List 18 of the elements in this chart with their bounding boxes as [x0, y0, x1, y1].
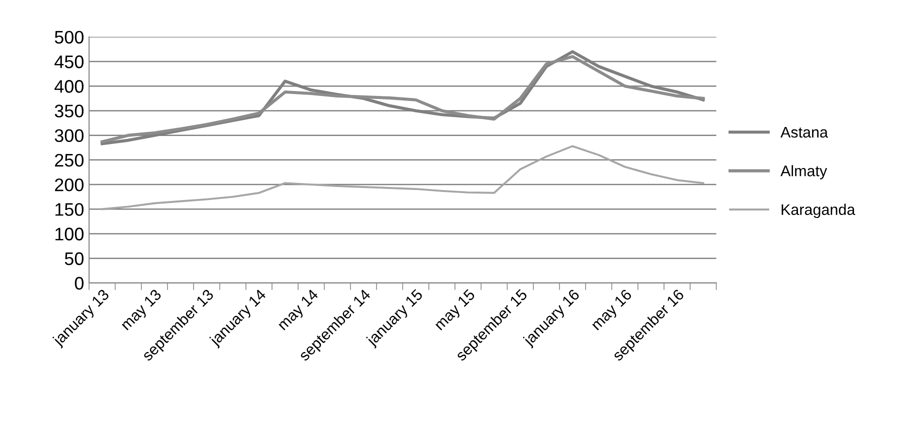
x-tick-label: may 13 [120, 288, 164, 333]
y-tick-label: 350 [54, 104, 84, 118]
y-tick-label: 250 [55, 154, 84, 167]
y-tick-label: 450 [54, 55, 84, 68]
x-tick-label: may 16 [590, 288, 634, 333]
y-tick-label: 50 [64, 252, 84, 266]
x-tick-label: may 15 [434, 288, 478, 333]
y-tick-label: 150 [55, 203, 84, 216]
legend-label: Almaty [780, 165, 828, 180]
legend-label: Astana [780, 126, 828, 138]
y-tick-label: 500 [54, 30, 84, 44]
y-tick-label: 100 [55, 228, 84, 240]
legend-label: Karaganda [782, 204, 856, 218]
y-tick-label: 300 [54, 129, 84, 142]
y-tick-label: 400 [54, 80, 84, 93]
y-tick-label: 0 [74, 276, 84, 290]
y-tick-label: 200 [55, 178, 84, 192]
x-tick-label: may 14 [276, 288, 321, 333]
